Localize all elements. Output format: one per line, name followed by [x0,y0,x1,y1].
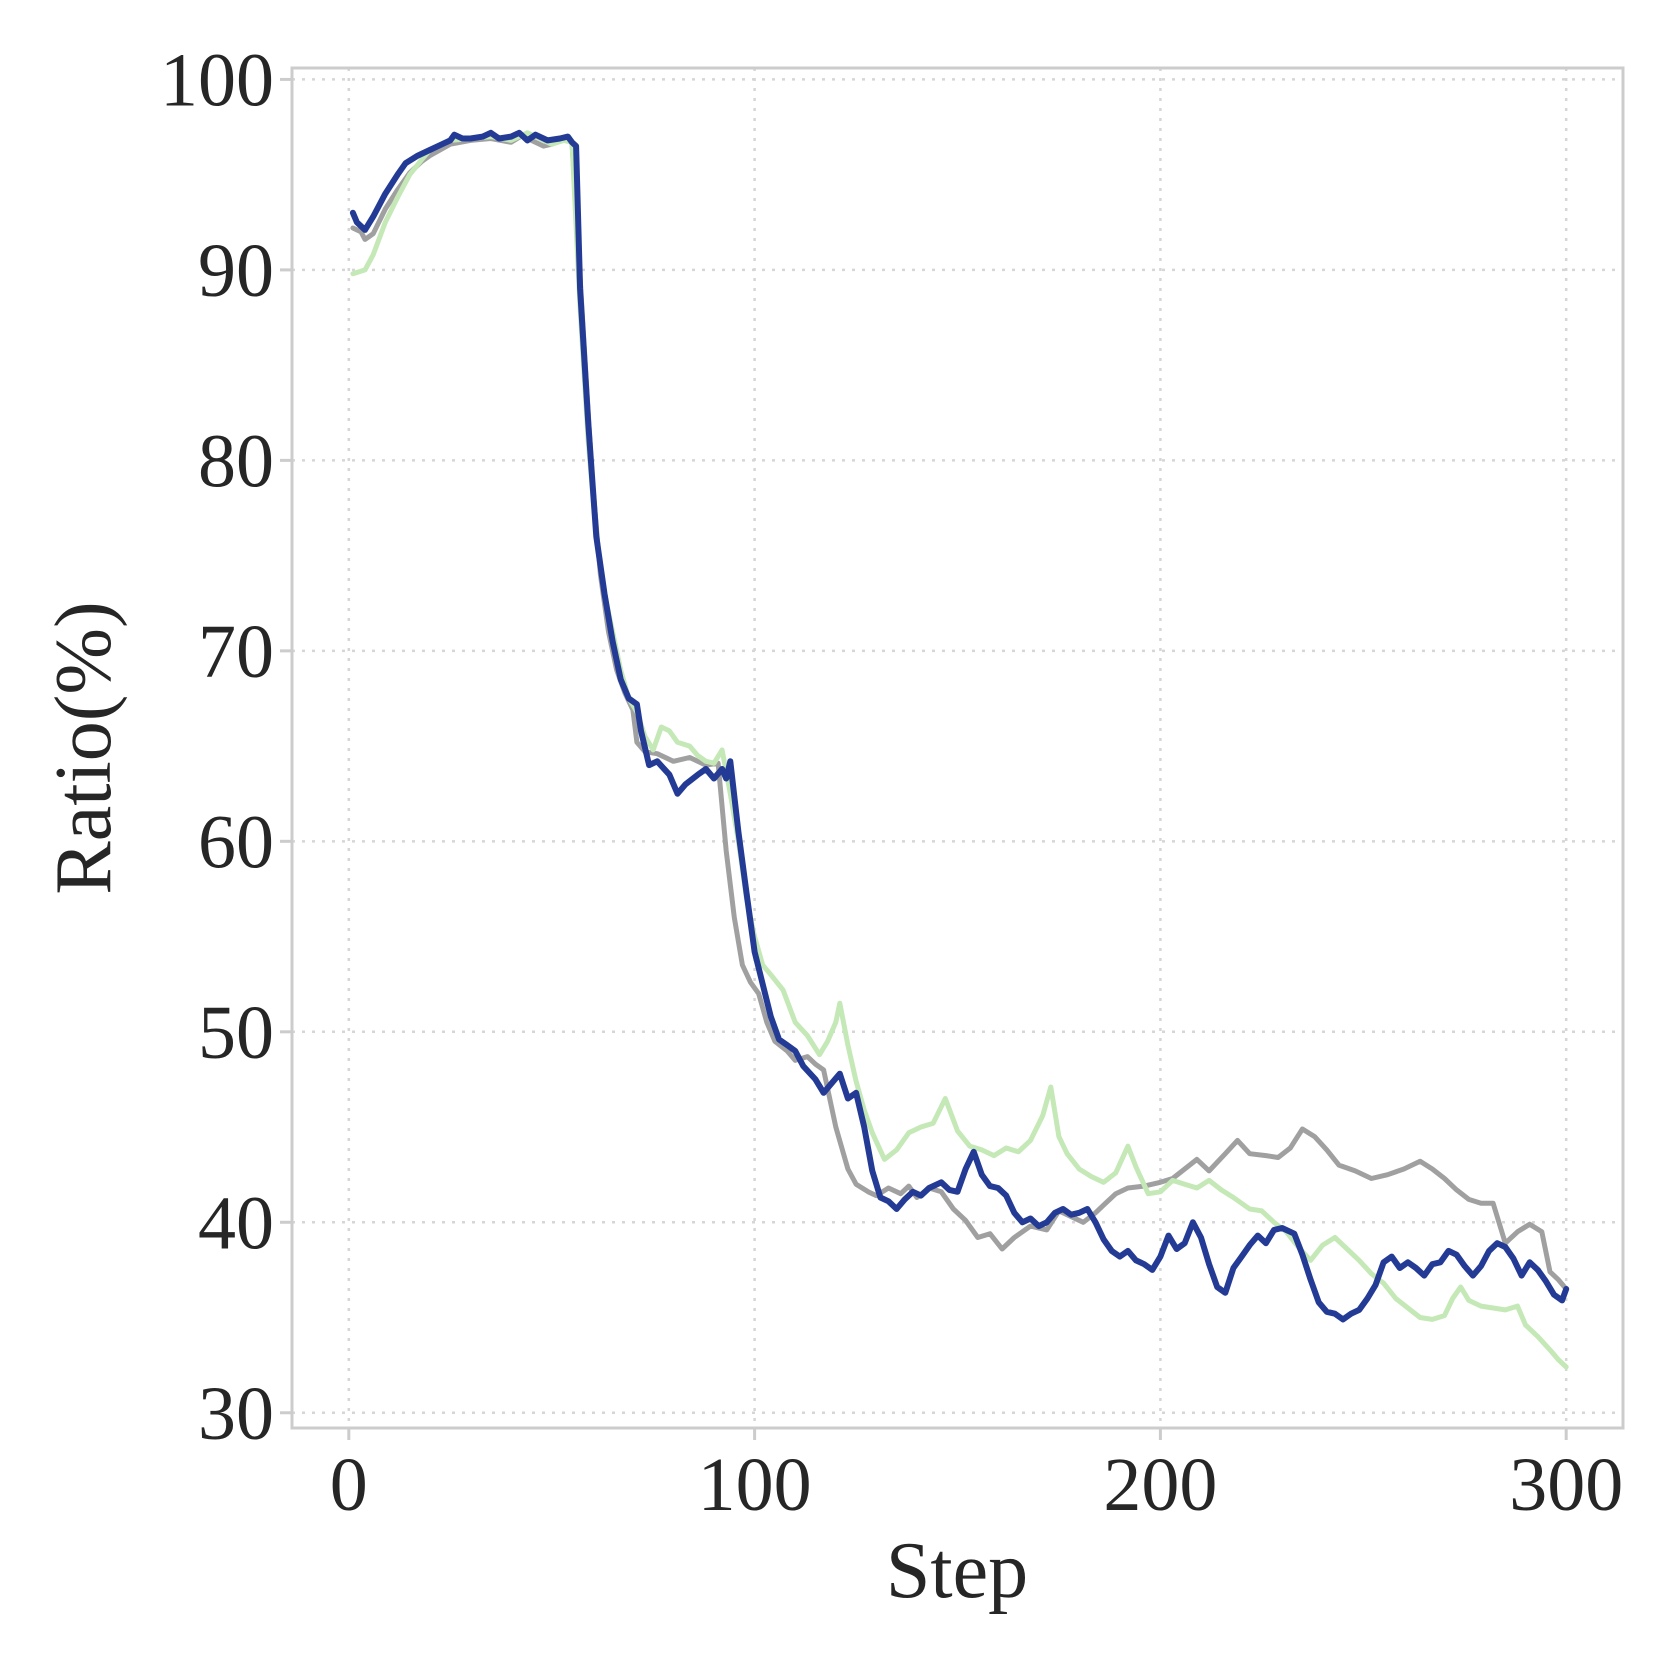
x-tick-label: 0 [330,1443,368,1527]
y-tick-label: 90 [198,229,274,313]
y-tick-label: 60 [198,800,274,884]
ticks [280,77,1568,1440]
y-axis-label: Ratio(%) [40,601,128,894]
y-tick-label: 30 [198,1372,274,1456]
x-tick-label: 300 [1509,1443,1623,1527]
y-tick-labels: 30 40 50 60 70 80 90 100 [160,38,274,1455]
y-tick-label: 50 [198,991,274,1075]
series-group [349,129,1570,1370]
series-line-1 [350,132,1569,1292]
plot-frame [290,66,1625,1430]
x-tick-label: 200 [1103,1443,1217,1527]
grid [292,68,1623,1428]
y-tick-label: 40 [198,1181,274,1265]
y-tick-label: 70 [198,610,274,694]
x-tick-labels: 0 100 200 300 [330,1443,1623,1527]
y-tick-label: 80 [198,419,274,503]
x-tick-label: 100 [698,1443,812,1527]
y-tick-label: 100 [160,38,274,122]
x-axis-label: Step [886,1527,1028,1615]
series-line-3 [349,129,1570,1323]
